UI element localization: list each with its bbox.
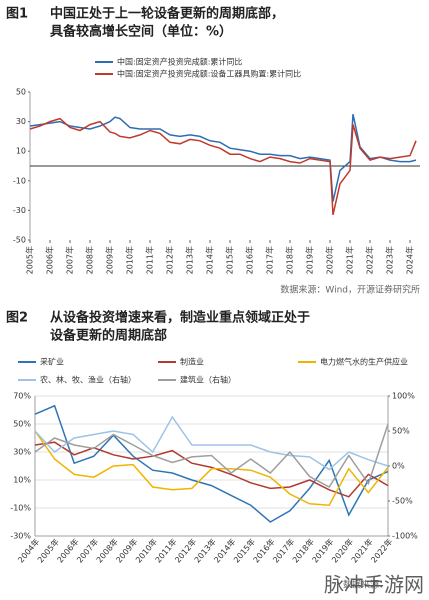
x-tick-label: 2024年 [405,246,415,274]
series-line [34,404,389,523]
legend-label: 农、林、牧、渔业（右轴） [40,375,136,385]
y-tick-label: 10 [16,147,26,156]
x-tick-label: 2021年 [345,246,355,274]
figure-title: 中国正处于上一轮设备更新的周期底部， [50,6,284,22]
x-tick-label: 2008年 [85,246,95,274]
legend-label: 建筑业（右轴） [180,375,236,385]
x-tick-label: 2010年 [125,246,135,274]
y-tick-label: -30% [10,532,31,541]
y2-tick-label: 100% [392,392,415,401]
y-tick-label: -10 [13,176,26,185]
legend-label: 制造业 [180,357,204,367]
y-tick-label: -50 [13,236,26,245]
y-tick-label: 70% [13,392,31,401]
y-tick-label: -30 [13,206,26,215]
y2-tick-label: 0% [392,462,405,471]
x-tick-label: 2005年 [25,246,35,274]
watermark: 脉冲手游网 [324,573,424,597]
source: 数据来源： [343,579,388,591]
x-tick-label: 2014年 [205,246,215,274]
x-tick-label: 2022年 [365,246,375,274]
series-line [34,430,389,506]
y2-tick-label: -50% [392,497,413,506]
x-tick-label: 2006年 [45,246,55,274]
legend-label: 中国:固定资产投资完成额:设备工器具购置:累计同比 [117,69,301,79]
legend-label: 采矿业 [40,357,64,367]
x-tick-label: 2019年 [305,246,315,274]
series-line [29,114,417,202]
y-tick-label: 50 [16,88,26,97]
series-line [34,415,389,471]
y-tick-label: 30% [13,448,31,457]
figure-label: 图2 [6,311,28,326]
x-tick-label: 2009年 [105,246,115,274]
y2-tick-label: 50% [392,427,410,436]
x-tick-label: 2022年 [369,536,395,564]
series-line [34,423,389,488]
x-tick-label: 2007年 [65,246,75,274]
legend-label: 中国:固定资产投资完成额:累计同比 [117,57,242,67]
y-tick-label: -10% [10,504,31,513]
figure-title: 设备更新的周期底部 [50,328,167,344]
x-tick-label: 2023年 [385,246,395,274]
y-tick-label: 50% [13,420,31,429]
x-tick-label: 2020年 [325,246,335,274]
x-tick-label: 2011年 [145,246,155,274]
x-tick-label: 2018年 [285,246,295,274]
figure-title: 具备较高增长空间（单位：%） [50,24,232,40]
series-line [29,117,417,215]
x-tick-label: 2016年 [245,246,255,274]
y-tick-label: 10% [13,476,31,485]
figure-label: 图1 [6,7,28,22]
figure-title: 从设备投资增速来看，制造业重点领域正处于 [50,310,310,326]
source: 数据来源：Wind，开源证券研究所 [280,284,420,296]
x-tick-label: 2015年 [225,246,235,274]
y-tick-label: 30 [16,117,26,126]
x-tick-label: 2012年 [165,246,175,274]
x-tick-label: 2017年 [265,246,275,274]
x-tick-label: 2013年 [185,246,195,274]
y2-tick-label: -100% [392,532,418,541]
legend-label: 电力燃气水的生产供应业 [320,357,408,367]
